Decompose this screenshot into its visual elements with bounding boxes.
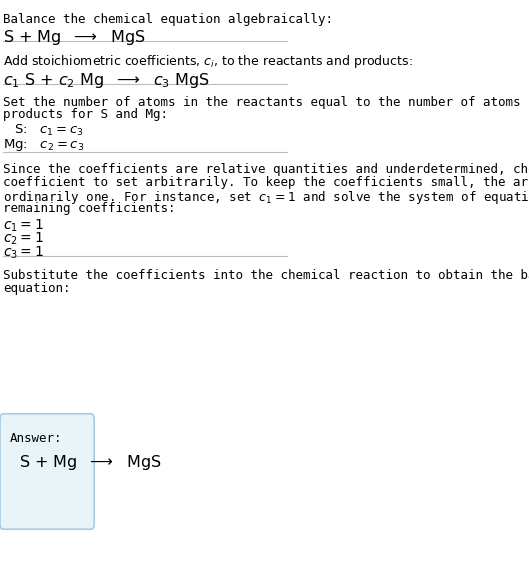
Text: Since the coefficients are relative quantities and underdetermined, choose a: Since the coefficients are relative quan… xyxy=(3,163,529,176)
Text: $c_3 = 1$: $c_3 = 1$ xyxy=(3,244,44,261)
Text: S + Mg  $\longrightarrow$  MgS: S + Mg $\longrightarrow$ MgS xyxy=(19,453,161,472)
Text: Set the number of atoms in the reactants equal to the number of atoms in the: Set the number of atoms in the reactants… xyxy=(3,96,529,109)
Text: S + Mg  $\longrightarrow$  MgS: S + Mg $\longrightarrow$ MgS xyxy=(3,28,145,47)
Text: coefficient to set arbitrarily. To keep the coefficients small, the arbitrary va: coefficient to set arbitrarily. To keep … xyxy=(3,176,529,189)
FancyBboxPatch shape xyxy=(0,414,94,529)
Text: ordinarily one. For instance, set $c_1 = 1$ and solve the system of equations fo: ordinarily one. For instance, set $c_1 =… xyxy=(3,189,529,206)
Text: $c_2 = 1$: $c_2 = 1$ xyxy=(3,231,44,247)
Text: Mg:   $c_2 = c_3$: Mg: $c_2 = c_3$ xyxy=(3,137,84,153)
Text: Answer:: Answer: xyxy=(10,432,62,445)
Text: Add stoichiometric coefficients, $c_i$, to the reactants and products:: Add stoichiometric coefficients, $c_i$, … xyxy=(3,53,413,70)
Text: S:   $c_1 = c_3$: S: $c_1 = c_3$ xyxy=(14,123,84,138)
Text: remaining coefficients:: remaining coefficients: xyxy=(3,202,176,215)
Text: Balance the chemical equation algebraically:: Balance the chemical equation algebraica… xyxy=(3,13,333,26)
Text: Substitute the coefficients into the chemical reaction to obtain the balanced: Substitute the coefficients into the che… xyxy=(3,269,529,282)
Text: $c_1 = 1$: $c_1 = 1$ xyxy=(3,217,44,234)
Text: equation:: equation: xyxy=(3,282,70,295)
Text: $c_1$ S + $c_2$ Mg  $\longrightarrow$  $c_3$ MgS: $c_1$ S + $c_2$ Mg $\longrightarrow$ $c_… xyxy=(3,71,209,90)
Text: products for S and Mg:: products for S and Mg: xyxy=(3,108,168,121)
